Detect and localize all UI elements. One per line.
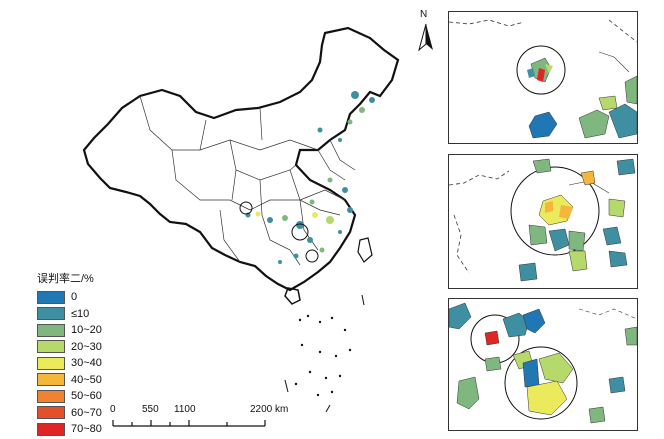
legend-swatch xyxy=(37,422,65,436)
legend-label: ≤10 xyxy=(71,307,90,320)
inset-map-1 xyxy=(448,11,638,144)
legend-item: 30~40 xyxy=(37,355,157,372)
legend-label: 60~70 xyxy=(71,406,102,419)
inset-map-2 xyxy=(448,154,638,289)
legend-swatch xyxy=(37,323,65,337)
south-china-sea-islands xyxy=(284,237,373,413)
legend-label: 30~40 xyxy=(71,357,102,370)
legend-item: ≤10 xyxy=(37,306,157,323)
legend-item: 70~80 xyxy=(37,421,157,438)
province-boundaries xyxy=(139,95,356,266)
zoom-circles xyxy=(239,201,319,263)
scale-bar-graphic xyxy=(112,420,266,427)
legend-label: 70~80 xyxy=(71,423,102,436)
legend-swatch xyxy=(37,340,65,354)
scale-tick-2200: 2200 km xyxy=(250,404,289,415)
scale-bar: 0 550 1100 2200 km xyxy=(110,404,300,430)
legend-item: 20~30 xyxy=(37,339,157,356)
legend-label: 50~60 xyxy=(71,390,102,403)
legend-swatch xyxy=(37,356,65,370)
legend-label: 0 xyxy=(71,291,78,304)
legend-item: 50~60 xyxy=(37,388,157,405)
inset-map-3 xyxy=(448,298,638,431)
legend-item: 60~70 xyxy=(37,405,157,422)
legend-item: 10~20 xyxy=(37,322,157,339)
scale-tick-550: 550 xyxy=(142,404,159,415)
legend-item: 40~50 xyxy=(37,372,157,389)
legend-swatch xyxy=(37,307,65,321)
legend-swatch xyxy=(37,373,65,387)
national-boundary xyxy=(82,26,400,292)
north-label: N xyxy=(420,9,428,20)
legend-label: 20~30 xyxy=(71,340,102,353)
scale-tick-1100: 1100 xyxy=(174,404,196,415)
legend-item: 0 xyxy=(37,289,157,306)
legend-swatch xyxy=(37,290,65,304)
north-arrow-icon xyxy=(418,23,433,52)
legend-swatch xyxy=(37,389,65,403)
north-arrow: N xyxy=(414,9,438,52)
data-clusters xyxy=(245,91,375,264)
legend-swatch xyxy=(37,406,65,420)
main-map xyxy=(82,26,400,413)
legend-label: 10~20 xyxy=(71,324,102,337)
legend-title: 误判率二/% xyxy=(37,273,94,285)
legend-label: 40~50 xyxy=(71,373,102,386)
scale-tick-0: 0 xyxy=(110,404,116,415)
legend: 误判率二/% 0 ≤10 10~20 20~30 30~40 40~50 50~60 60~7… xyxy=(37,270,157,438)
